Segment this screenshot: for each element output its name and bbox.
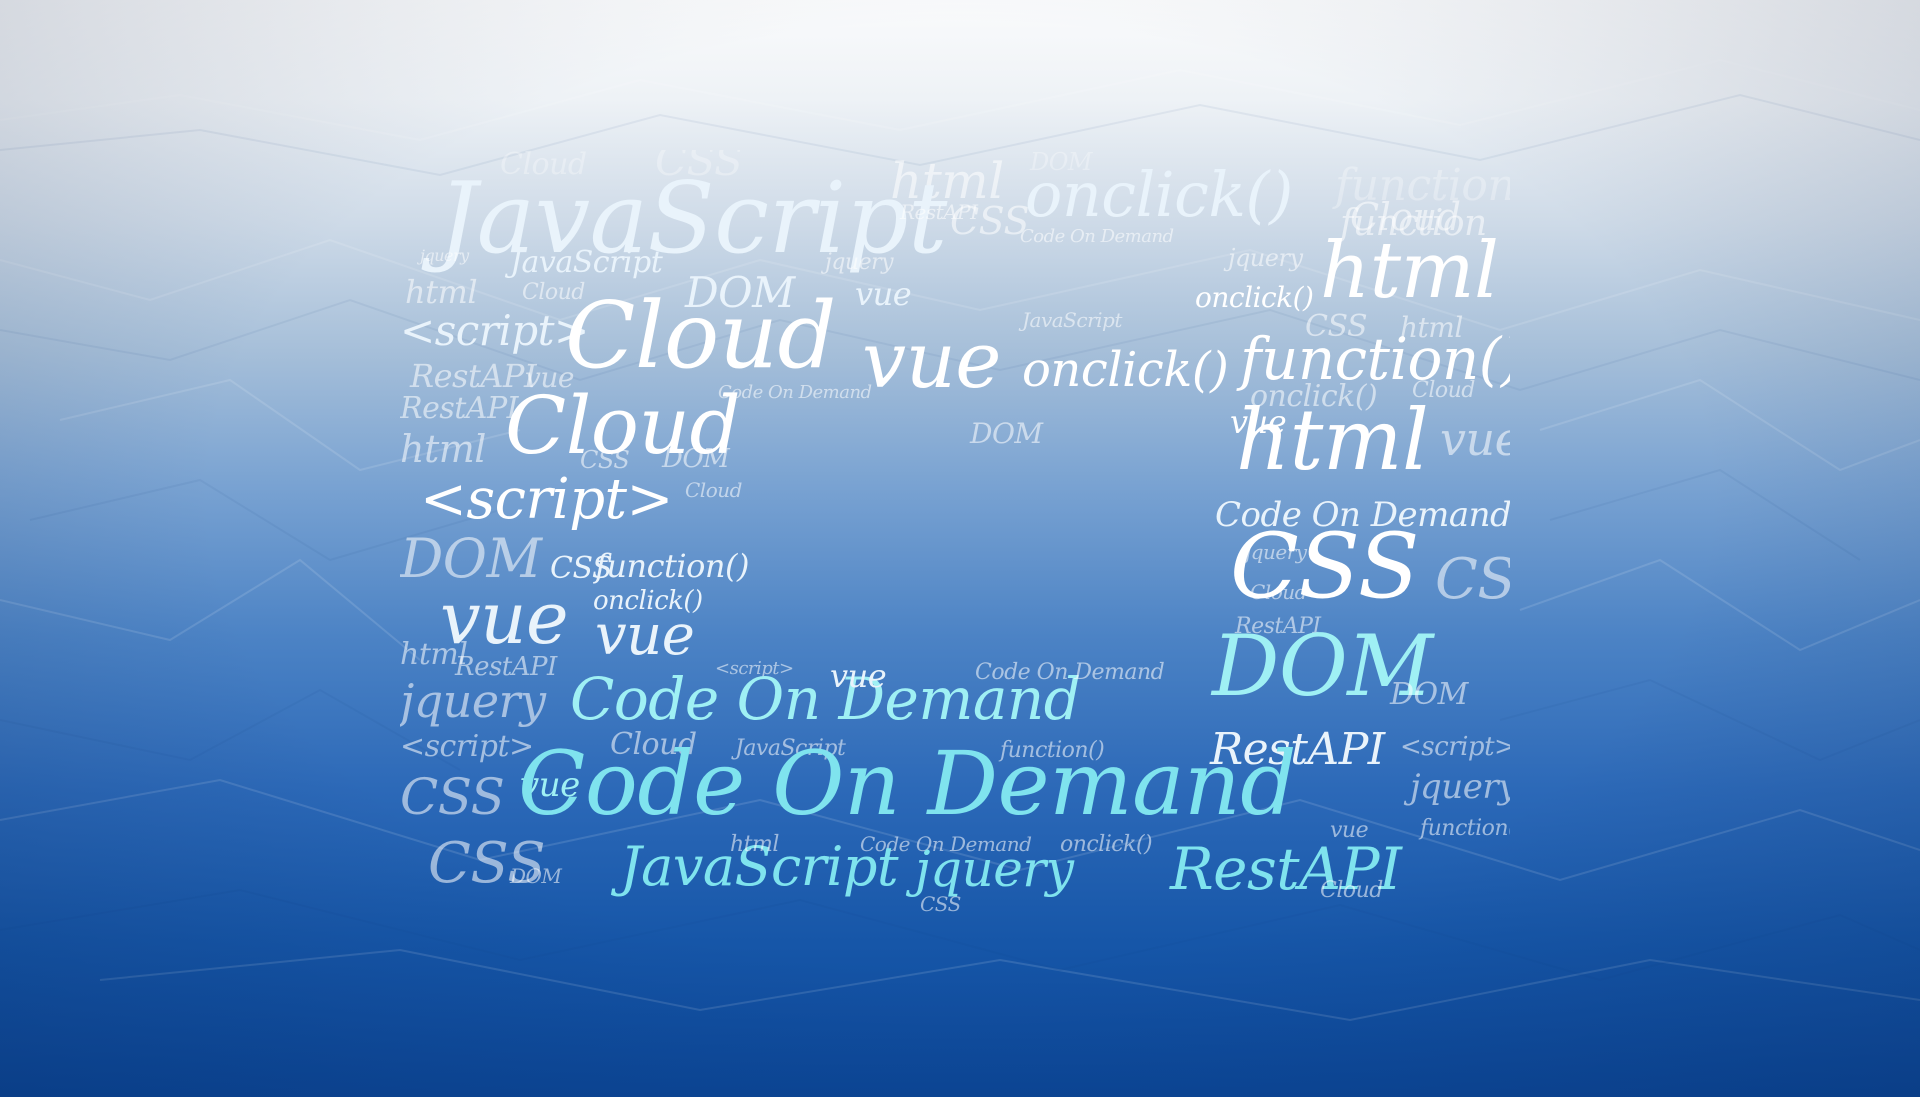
word: jquery [1410,767,1510,807]
word: DOM [685,268,795,317]
word: <script> [1400,732,1510,762]
word: function [1340,203,1487,244]
word: vue [520,765,580,805]
word: html [400,637,468,672]
word: Code On Demand [1020,226,1174,247]
word: html [890,152,1004,210]
word: CSS [1230,514,1420,619]
cloud-shaped-word-cloud: Cloud CSS DOM html function JavaScript o… [400,150,1510,930]
word: vue [1230,403,1287,441]
word: Cloud [685,478,742,502]
word: Cloud [1320,878,1383,903]
word: Cloud [1350,195,1461,239]
word: function [1335,160,1510,211]
word: html [1236,391,1429,489]
word: Code On Demand [1215,495,1510,535]
word: CSS [580,446,630,474]
word: onclick() [1195,281,1314,314]
word: CSS [400,768,505,826]
word: JavaScript [438,162,947,276]
word: vue [830,657,887,695]
word: CSS [428,831,546,896]
word: DOM [1390,677,1468,712]
word: JavaScript [620,835,899,898]
word: Code On Demand [570,665,1081,733]
word: CSS [550,551,613,586]
word: <script> [715,658,794,679]
word: CSS [1435,547,1510,612]
word: RestAPI [1210,724,1385,775]
word: JavaScript [735,736,846,761]
word: jquery [825,250,894,275]
word: html [1320,226,1499,316]
word: Cloud [1412,378,1475,403]
word: vue [525,361,574,394]
word: onclick() [1250,379,1378,414]
word: jquery [1228,244,1303,272]
word: function() [595,547,749,585]
word: vue [1330,818,1369,843]
word: jquery [400,674,546,728]
word: Cloud [565,282,836,389]
word: onclick() [1022,342,1229,398]
word: jquery [1245,540,1307,564]
word: RestAPI [900,200,978,224]
word: <script> [400,306,589,355]
word: onclick() [593,586,703,616]
word: DOM [1030,150,1093,176]
word: RestAPI [410,357,537,395]
word: DOM [510,864,562,888]
word: DOM [400,527,542,590]
word: RestAPI [1170,835,1402,903]
word: vue [440,576,569,660]
word: jquery [915,840,1074,898]
word: Code On Demand [518,732,1297,835]
word: onclick() [1025,158,1293,231]
word: JavaScript [510,245,663,280]
word: DOM [970,417,1043,450]
word: RestAPI [400,391,519,426]
word: CSS [920,892,961,916]
word: DOM [1212,617,1433,715]
word: function() [1240,325,1510,393]
word: RestAPI [455,652,557,682]
word: Code On Demand [860,832,1032,856]
word: <script> [400,729,534,764]
word: function() [1000,738,1105,763]
word: CSS [655,150,743,185]
word: html [405,273,478,311]
word: CSS [1305,309,1368,344]
word: Code On Demand [975,660,1165,685]
word: vue [855,275,912,313]
word: html [730,832,779,857]
word: onclick() [1060,832,1153,857]
word: CSS [950,199,1029,243]
word: DOM [662,444,730,474]
word: Cloud [522,280,585,305]
word: vue [595,603,695,668]
word: Cloud [505,379,741,472]
word: Cloud [610,727,697,762]
word: vue [862,316,1001,406]
word: jquery [420,246,469,265]
word: RestAPI [1235,614,1321,639]
word: html [400,427,486,471]
word: Code On Demand [718,382,872,403]
word: function() [1420,816,1510,841]
word: <script> [420,467,673,532]
word: Cloud [500,150,587,182]
word: vue [1440,412,1510,466]
word: html [1400,311,1463,344]
word: JavaScript [1022,308,1122,332]
word: Cloud [1250,580,1307,604]
